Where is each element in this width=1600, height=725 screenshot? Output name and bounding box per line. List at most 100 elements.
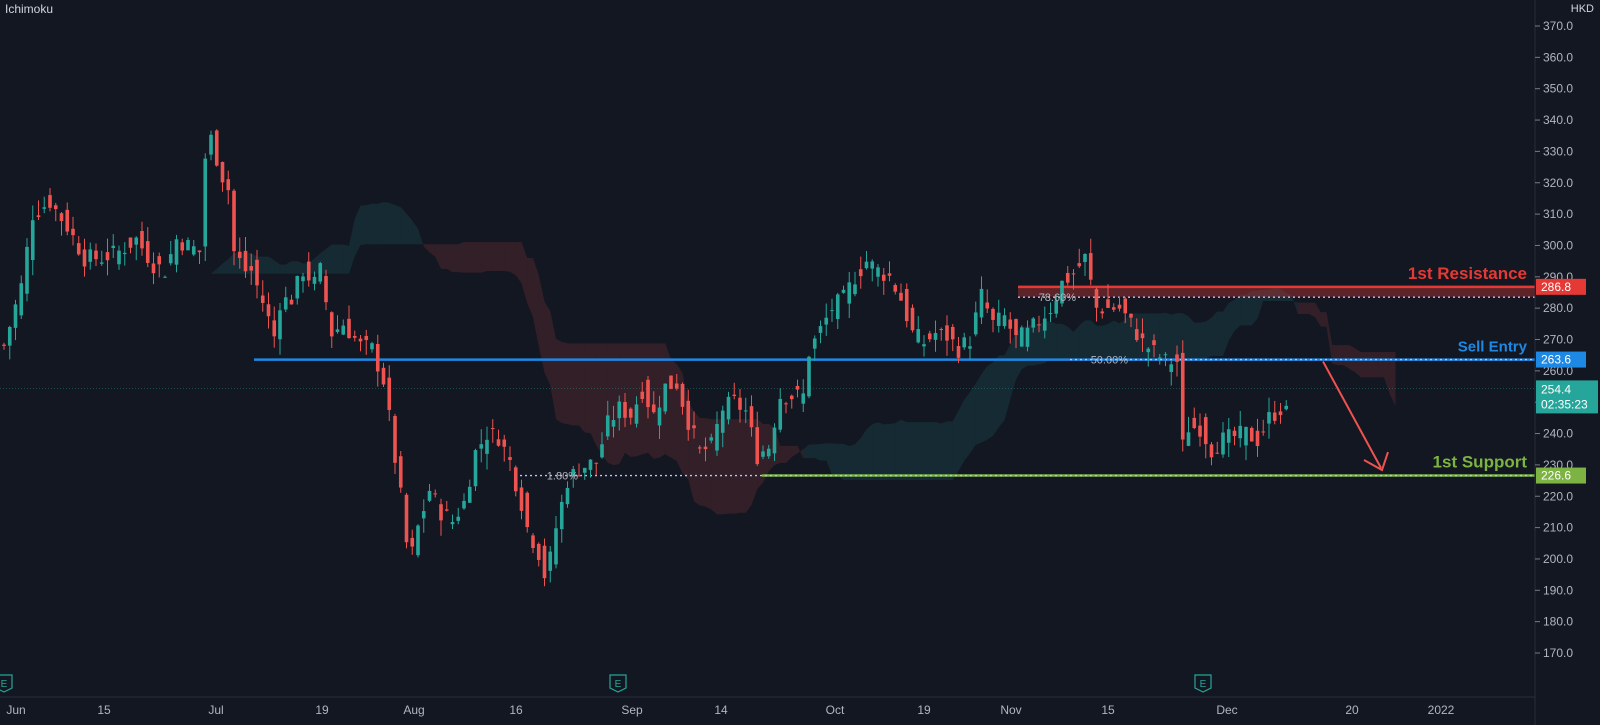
candle[interactable] (1129, 313, 1133, 328)
candle[interactable] (669, 375, 673, 390)
candle[interactable] (283, 286, 288, 313)
candle[interactable] (830, 298, 834, 322)
candle[interactable] (260, 280, 265, 312)
candle[interactable] (801, 379, 806, 413)
candle[interactable] (180, 238, 185, 256)
candle[interactable] (1134, 318, 1139, 342)
candle[interactable] (404, 492, 409, 549)
candle[interactable] (519, 479, 524, 520)
candle[interactable] (427, 484, 432, 503)
candle[interactable] (594, 462, 599, 476)
candle[interactable] (1203, 413, 1208, 459)
candle[interactable] (807, 355, 811, 399)
candle[interactable] (1071, 269, 1076, 290)
candle[interactable] (48, 188, 52, 212)
candle[interactable] (1163, 352, 1168, 367)
candle[interactable] (122, 242, 127, 266)
candle[interactable] (945, 315, 949, 356)
candle[interactable] (370, 341, 374, 353)
candle[interactable] (352, 330, 357, 342)
earnings-marker[interactable]: E (609, 674, 627, 693)
candle[interactable] (456, 507, 461, 525)
candle[interactable] (1232, 426, 1237, 446)
candle[interactable] (232, 188, 236, 266)
candle[interactable] (1077, 248, 1082, 269)
candle[interactable] (301, 272, 305, 293)
candle[interactable] (1221, 422, 1225, 458)
candle[interactable] (743, 397, 748, 424)
candle[interactable] (439, 498, 443, 536)
candle[interactable] (255, 249, 259, 299)
candle[interactable] (536, 542, 541, 567)
price-tag[interactable]: 286.8 (1536, 278, 1586, 295)
candle[interactable] (922, 335, 926, 357)
candle[interactable] (904, 283, 909, 328)
candle[interactable] (128, 237, 133, 254)
candle[interactable] (847, 271, 852, 318)
candle[interactable] (71, 216, 75, 246)
candle[interactable] (582, 467, 587, 480)
candle[interactable] (209, 130, 213, 161)
candle[interactable] (1284, 400, 1289, 411)
candle[interactable] (13, 299, 18, 341)
candle[interactable] (818, 320, 823, 344)
candle[interactable] (703, 437, 708, 462)
candle[interactable] (398, 451, 403, 493)
candle[interactable] (853, 271, 857, 297)
candle[interactable] (364, 329, 369, 355)
candle[interactable] (168, 240, 173, 266)
candle[interactable] (1008, 312, 1013, 344)
candle[interactable] (433, 489, 438, 498)
candle[interactable] (479, 429, 484, 463)
candle[interactable] (548, 545, 553, 583)
candle[interactable] (738, 388, 742, 423)
candle[interactable] (893, 283, 898, 295)
candle[interactable] (473, 448, 478, 492)
candle[interactable] (991, 307, 995, 333)
candle[interactable] (387, 365, 392, 422)
candle[interactable] (651, 391, 656, 414)
earnings-marker[interactable]: E (1194, 674, 1212, 693)
candle[interactable] (53, 202, 58, 222)
candle[interactable] (525, 491, 530, 533)
candle[interactable] (812, 335, 817, 362)
candle[interactable] (140, 221, 144, 256)
candle[interactable] (726, 391, 731, 425)
candle[interactable] (910, 304, 915, 333)
candle[interactable] (996, 299, 1001, 333)
candle[interactable] (1083, 253, 1087, 276)
candle[interactable] (674, 373, 679, 391)
candle[interactable] (1215, 441, 1220, 455)
candle[interactable] (824, 303, 829, 336)
candle[interactable] (956, 336, 961, 364)
candle[interactable] (19, 275, 24, 320)
candle[interactable] (772, 423, 777, 462)
candle[interactable] (1054, 294, 1059, 318)
candle[interactable] (1042, 306, 1047, 339)
candle[interactable] (1226, 417, 1231, 457)
candle[interactable] (513, 465, 518, 497)
candle[interactable] (1094, 287, 1099, 322)
candle[interactable] (1060, 280, 1064, 307)
candle[interactable] (111, 234, 116, 259)
candle[interactable] (778, 388, 783, 433)
candle[interactable] (191, 239, 196, 257)
candle[interactable] (410, 529, 415, 555)
candle[interactable] (600, 432, 604, 459)
candle[interactable] (375, 334, 380, 387)
indicator-title[interactable]: Ichimoku (5, 2, 54, 16)
candle[interactable] (1065, 266, 1070, 286)
candle[interactable] (243, 236, 248, 278)
candle[interactable] (1180, 340, 1185, 452)
candle[interactable] (933, 320, 938, 352)
candles[interactable] (2, 129, 1289, 587)
candle[interactable] (496, 429, 501, 447)
candle[interactable] (393, 413, 397, 474)
candle[interactable] (968, 336, 972, 360)
candle[interactable] (358, 335, 363, 352)
candle[interactable] (1123, 297, 1128, 324)
candle[interactable] (605, 400, 610, 440)
candle[interactable] (1111, 303, 1116, 313)
candle[interactable] (841, 285, 846, 294)
